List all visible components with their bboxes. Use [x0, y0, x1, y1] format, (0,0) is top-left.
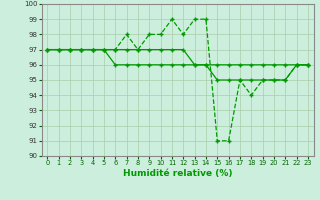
X-axis label: Humidité relative (%): Humidité relative (%): [123, 169, 232, 178]
